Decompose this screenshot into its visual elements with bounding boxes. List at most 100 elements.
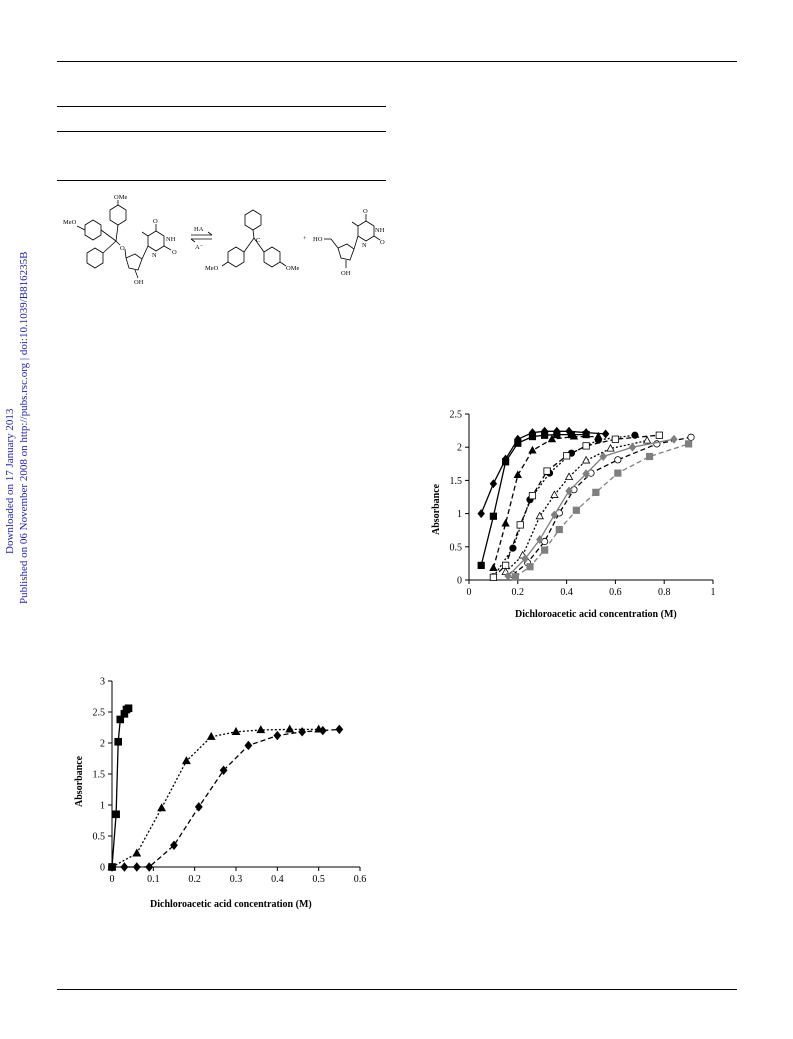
chart1-x-tick-label: 0.4 xyxy=(560,587,573,598)
chart2-series-3-point xyxy=(318,725,327,736)
chart1-series-8-point xyxy=(599,452,607,461)
chart2-series-3-point xyxy=(298,727,307,737)
chart2-x-tick-label: 0.4 xyxy=(271,874,284,885)
chart1-series-9-point xyxy=(511,573,519,581)
chart2-x-tick-label: 0.3 xyxy=(230,874,243,885)
chart2-series-3-point xyxy=(219,765,228,775)
chart1-series-6-point xyxy=(535,511,544,520)
ha-label: HA xyxy=(194,226,204,233)
chart1-series-9-point xyxy=(541,546,549,554)
chart1-series-1-point xyxy=(477,509,485,519)
sugar-ring-right xyxy=(337,243,355,261)
chart1-series-8-point xyxy=(628,442,637,452)
chart1-series-5-point xyxy=(655,431,663,439)
carbonyl-o1-label: O xyxy=(153,218,158,225)
cation-ring-left xyxy=(227,246,245,268)
chart1-series-3-point xyxy=(489,563,498,572)
chart1-series-7-point xyxy=(614,456,622,464)
chart1-y-tick-label: 0 xyxy=(457,576,462,587)
chart1-series-2-point xyxy=(514,439,522,447)
chart1-x-axis-label: Dichloroacetic acid concentration (M) xyxy=(515,609,677,620)
chart2-y-tick-label: 0.5 xyxy=(93,832,106,843)
chart2-x-tick-label: 0.1 xyxy=(147,874,160,885)
chart2-y-tick-label: 1 xyxy=(100,801,105,812)
carbonyl-o2-label: O xyxy=(172,249,177,256)
table-top-rule xyxy=(57,106,386,107)
chart1-series-8-point xyxy=(504,571,512,581)
chart1-series-7-point xyxy=(687,433,695,441)
chart1-series-5-line xyxy=(492,434,660,578)
chart2-series-3-point xyxy=(132,862,141,872)
chart2-series-1-point xyxy=(116,715,125,724)
chart1-series-5-point xyxy=(562,452,571,460)
chart2-series-1-line xyxy=(111,707,129,868)
chart1-series-6-point xyxy=(550,490,559,498)
carbonyl-o4-label: O xyxy=(380,239,385,246)
chart2-series-3-point xyxy=(145,862,154,872)
chart1-series-5-point xyxy=(543,467,551,475)
meo-bottom-label: MeO xyxy=(205,265,219,272)
header-rule xyxy=(57,61,737,62)
chart1-series-2-point xyxy=(489,512,497,520)
chart1-x-tick-label: 0.6 xyxy=(609,587,622,598)
chart2-x-tick-label: 0.2 xyxy=(188,874,201,885)
ome-top-label: OMe xyxy=(114,194,127,201)
chart1-x-tick-label: 0.8 xyxy=(658,587,671,598)
chart1-series-1-point xyxy=(601,429,610,439)
chart1-series-3-point xyxy=(513,470,522,479)
thymine-ring-left xyxy=(147,230,165,252)
chart1-y-tick-label: 1 xyxy=(457,509,462,520)
chart1-series-2-point xyxy=(528,432,537,441)
reaction-scheme: OMe MeO O OH O N NH O HA A⁻ C MeO OMe + … xyxy=(63,194,385,286)
chart1-x-tick-label: 0.2 xyxy=(512,587,525,598)
chart1-series-8-point xyxy=(582,469,590,479)
chart2-series-3-point xyxy=(244,740,253,751)
chart1-y-axis-label: Absorbance xyxy=(431,483,442,535)
thymine-ring-right xyxy=(357,220,375,242)
table-bottom-rule xyxy=(57,180,386,181)
chart2-x-tick-label: 0.6 xyxy=(354,874,367,885)
chart1-series-9-point xyxy=(645,452,654,461)
footer-rule xyxy=(57,989,737,990)
chart1-series-1-line xyxy=(480,430,606,514)
chart2-series-2-point xyxy=(157,803,167,812)
margin-downloaded-note: Downloaded on 17 January 2013 xyxy=(4,408,16,554)
table-header-rule xyxy=(57,131,386,132)
chart1-x-tick-label: 0 xyxy=(467,587,472,598)
chart1-series-5-point xyxy=(582,442,590,450)
chart1-y-tick-label: 2.5 xyxy=(450,410,463,421)
ome-bottom-label: OMe xyxy=(286,265,299,272)
ether-oxygen-label: O xyxy=(120,245,125,252)
chart2-series-2-point xyxy=(256,725,266,734)
cation-label: C xyxy=(256,237,260,244)
chart1-series-2-point xyxy=(477,561,485,569)
chart2-series-3-point xyxy=(335,724,344,735)
chart1-series-3-point xyxy=(501,518,510,527)
chart1-series-1-point xyxy=(489,479,498,489)
chart1-series-8-point xyxy=(521,554,529,564)
chart2-series-3-line xyxy=(112,728,340,868)
chart1-y-tick-label: 1.5 xyxy=(450,476,463,487)
chart2-y-tick-label: 1.5 xyxy=(93,770,106,781)
chart2-y-tick-label: 2.5 xyxy=(93,708,106,719)
chart1-series-9-point xyxy=(592,488,600,496)
chart1-series-9-point xyxy=(684,440,693,448)
chart2-y-tick-label: 3 xyxy=(100,677,105,688)
chart2-y-axis-label: Absorbance xyxy=(74,755,85,807)
chart2-series-3-point xyxy=(273,730,282,741)
chart2-series-1-point xyxy=(112,810,120,819)
a-minus-label: A⁻ xyxy=(195,244,204,251)
ho-label: HO xyxy=(313,236,323,243)
chart1-series-2-point xyxy=(582,430,590,439)
sugar-ring-left xyxy=(125,253,143,271)
chart1-series-6-point xyxy=(642,435,652,444)
ring-n2-label: N xyxy=(362,242,367,249)
chart2-series-2-point xyxy=(285,724,295,733)
phenyl-ring-left xyxy=(84,219,102,241)
chart1-series-9-line xyxy=(515,443,689,578)
chart1-series-2-point xyxy=(541,431,549,439)
meo-left-label: MeO xyxy=(63,219,77,226)
chart2-y-tick-label: 2 xyxy=(100,739,105,750)
cation-phenyl-top xyxy=(244,209,262,231)
chart1-y-tick-label: 2 xyxy=(457,443,462,454)
